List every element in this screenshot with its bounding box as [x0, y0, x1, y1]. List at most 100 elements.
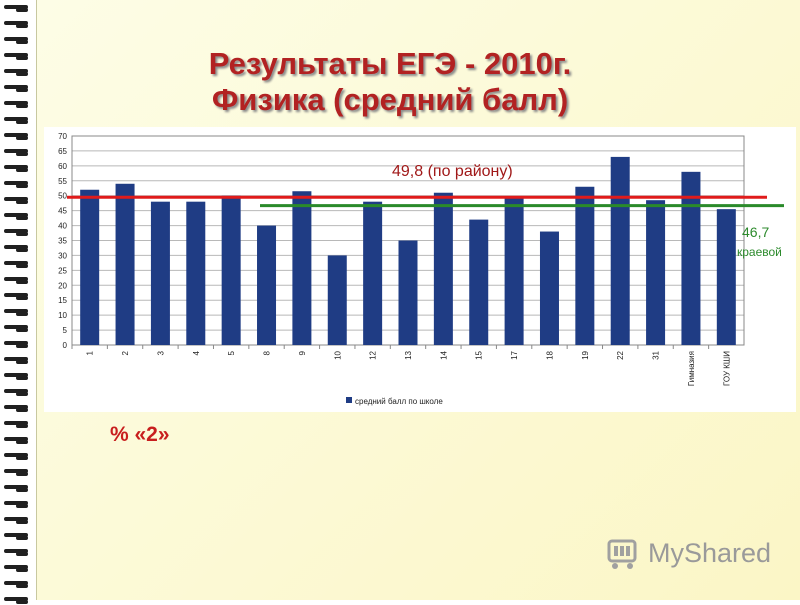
shopping-cart-icon	[607, 539, 637, 569]
spiral-coil	[4, 212, 30, 221]
spiral-coil	[4, 180, 30, 189]
spiral-coil	[4, 596, 30, 605]
spiral-coil	[4, 516, 30, 525]
spiral-coil	[4, 324, 30, 333]
bar	[150, 201, 170, 345]
y-tick-label: 70	[58, 132, 67, 141]
bar	[539, 231, 559, 345]
spiral-coil	[4, 580, 30, 589]
y-tick-label: 30	[58, 251, 67, 260]
spiral-coil	[4, 228, 30, 237]
bar	[80, 189, 100, 345]
bar	[327, 255, 347, 345]
page-title: Результаты ЕГЭ - 2010г.	[208, 46, 572, 81]
y-tick-label: 20	[58, 281, 67, 290]
x-tick-label: 31	[652, 350, 661, 359]
y-tick-label: 40	[58, 222, 67, 231]
bar	[292, 191, 312, 345]
y-tick-label: 50	[58, 192, 67, 201]
spiral-coil	[4, 164, 30, 173]
x-tick-label: Гимназия	[687, 351, 696, 386]
bar	[646, 200, 666, 345]
y-tick-label: 15	[58, 296, 67, 305]
spiral-coil	[4, 436, 30, 445]
watermark-text: MyShared	[648, 537, 772, 568]
spiral-coil	[4, 260, 30, 269]
y-tick-label: 5	[63, 326, 68, 335]
x-tick-label: 17	[510, 350, 519, 359]
x-tick-label: 18	[545, 350, 554, 359]
krai-average-label: краевой	[737, 245, 782, 259]
spiral-coil	[4, 196, 30, 205]
bar	[186, 201, 206, 345]
legend-label: средний балл по школе	[355, 397, 443, 406]
spiral-coil	[4, 548, 30, 557]
x-tick-label: 1	[86, 350, 95, 355]
y-tick-label: 60	[58, 162, 67, 171]
spiral-coil	[4, 532, 30, 541]
bar	[433, 192, 453, 345]
spiral-coil	[4, 52, 30, 61]
x-tick-label: 9	[298, 350, 307, 355]
bar	[469, 219, 489, 345]
y-tick-label: 25	[58, 266, 67, 275]
spiral-coil	[4, 484, 30, 493]
bar	[115, 183, 135, 345]
bar	[398, 240, 418, 345]
y-tick-label: 65	[58, 147, 67, 156]
bar	[681, 171, 701, 345]
spiral-coil	[4, 340, 30, 349]
x-tick-label: 8	[263, 350, 272, 355]
spiral-coil	[4, 20, 30, 29]
spiral-coil	[4, 388, 30, 397]
spiral-coil	[4, 4, 30, 13]
spiral-coil	[4, 84, 30, 93]
spiral-coil	[4, 100, 30, 109]
bar	[504, 197, 524, 345]
spiral-coil	[4, 404, 30, 413]
chart-area: 0 5 10 15 20 25 30 35 40 45 50 55 60 65 70 1 2 3 4 5 8 9 10 12 1…	[44, 127, 796, 412]
page-subtitle: Физика (средний балл)	[211, 82, 569, 117]
spiral-coil	[4, 468, 30, 477]
spiral-coil	[4, 452, 30, 461]
spiral-coil	[4, 244, 30, 253]
x-tick-label: 14	[439, 350, 448, 359]
spiral-coil	[4, 68, 30, 77]
x-tick-label: 2	[121, 350, 130, 355]
percent-grade-label: % «2»	[110, 423, 170, 446]
x-tick-label: 12	[369, 350, 378, 359]
spiral-coil	[4, 420, 30, 429]
bar	[716, 209, 736, 345]
x-tick-label: 3	[156, 350, 165, 355]
x-tick-label: ГОУ КШИ	[722, 351, 731, 386]
spiral-coil	[4, 116, 30, 125]
notebook-spiral	[0, 0, 36, 604]
bar	[221, 195, 241, 345]
spiral-coil	[4, 148, 30, 157]
x-tick-label: 10	[333, 350, 342, 359]
spiral-coil	[4, 356, 30, 365]
spiral-coil	[4, 292, 30, 301]
y-tick-label: 35	[58, 237, 67, 246]
spiral-coil	[4, 500, 30, 509]
spiral-coil	[4, 372, 30, 381]
spiral-coil	[4, 308, 30, 317]
district-average-label: 49,8 (по району)	[392, 163, 513, 180]
spiral-coil	[4, 564, 30, 573]
bar	[257, 225, 277, 345]
y-tick-label: 0	[63, 341, 68, 350]
x-tick-label: 4	[192, 350, 201, 355]
bar	[610, 156, 630, 345]
y-tick-label: 55	[58, 177, 67, 186]
x-tick-label: 19	[581, 350, 590, 359]
spiral-coil	[4, 276, 30, 285]
y-tick-label: 10	[58, 311, 67, 320]
spiral-coil	[4, 36, 30, 45]
bar	[363, 201, 383, 345]
krai-average-value: 46,7	[742, 224, 770, 240]
spiral-coil	[4, 132, 30, 141]
watermark-logo: MyShared	[606, 533, 771, 573]
x-tick-label: 5	[227, 350, 236, 355]
bar	[575, 186, 595, 345]
